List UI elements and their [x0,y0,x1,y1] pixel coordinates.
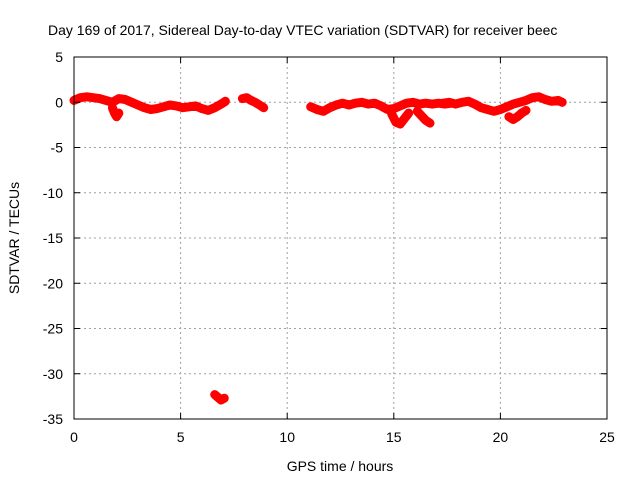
x-tick-label: 0 [70,429,78,445]
data-point [345,100,354,109]
series-band [107,103,124,122]
data-point [490,107,499,116]
data-point [477,103,486,112]
data-point [421,116,430,125]
data-point [133,100,142,109]
axis-ticks: 0 5 10 15 20 25 5 0 -5 -10 -15 -20 -25 -30 -35 [43,49,615,445]
x-tick-label: 15 [386,429,402,445]
data-point [417,111,426,120]
data-point [172,101,181,110]
data-point [259,103,268,112]
data-point [391,118,400,127]
data-point [197,104,206,113]
data-point [470,100,479,109]
data-point [246,96,255,105]
data-point [521,96,530,105]
chart-title: Day 169 of 2017, Sidereal Day-to-day VTE… [48,22,557,38]
data-point [114,109,123,118]
data-point [217,100,226,109]
data-point [319,107,328,116]
data-point [255,100,264,109]
data-point [521,106,530,115]
data-point [426,119,435,128]
data-point [210,103,219,112]
data-point [396,119,405,128]
data-point [509,115,518,124]
y-tick-label: -25 [43,321,63,337]
data-point [153,104,162,113]
y-tick-label: -10 [43,185,63,201]
data-point [451,100,460,109]
y-tick-label: -35 [43,411,63,427]
data-point [504,112,513,121]
data-point [140,103,149,112]
data-series [69,92,567,405]
data-point [400,114,409,123]
data-point [191,101,200,110]
data-point [404,109,413,118]
data-point [513,112,522,121]
data-point [413,107,422,116]
y-tick-label: 0 [55,94,63,110]
data-point [377,101,386,110]
data-point [306,102,315,111]
data-point [357,98,366,107]
y-tick-label: -30 [43,366,63,382]
data-point [534,92,543,101]
data-point [242,93,251,102]
data-point [338,99,347,108]
data-point [251,98,260,107]
data-point [408,98,417,107]
y-tick-label: -20 [43,275,63,291]
data-point [509,100,518,109]
data-point [496,105,505,114]
data-point [108,103,117,112]
data-point [553,96,562,105]
data-point [396,101,405,110]
data-point [483,105,492,114]
data-point [332,100,341,109]
series-band [412,106,435,128]
data-point [464,97,473,106]
data-point [515,98,524,107]
y-axis-label: SDTVAR / TECUs [6,182,22,294]
data-point [517,109,526,118]
data-point [445,98,454,107]
data-point [325,103,334,112]
data-point [204,106,213,115]
x-tick-label: 10 [279,429,295,445]
data-point [313,105,322,114]
x-tick-label: 20 [493,429,509,445]
data-point [502,102,511,111]
x-tick-label: 5 [177,429,185,445]
x-axis-label: GPS time / hours [287,458,394,474]
data-point [159,102,168,111]
y-tick-label: -5 [51,140,64,156]
data-point [220,394,229,403]
y-tick-label: 5 [55,49,63,65]
data-point [95,94,104,103]
data-point [558,98,567,107]
data-point [221,97,230,106]
data-point [541,95,550,104]
x-tick-label: 25 [599,429,615,445]
data-point [127,98,136,107]
data-point [387,110,396,119]
y-tick-label: -15 [43,230,63,246]
data-point [121,95,130,104]
data-point [101,96,110,105]
data-point [370,99,379,108]
